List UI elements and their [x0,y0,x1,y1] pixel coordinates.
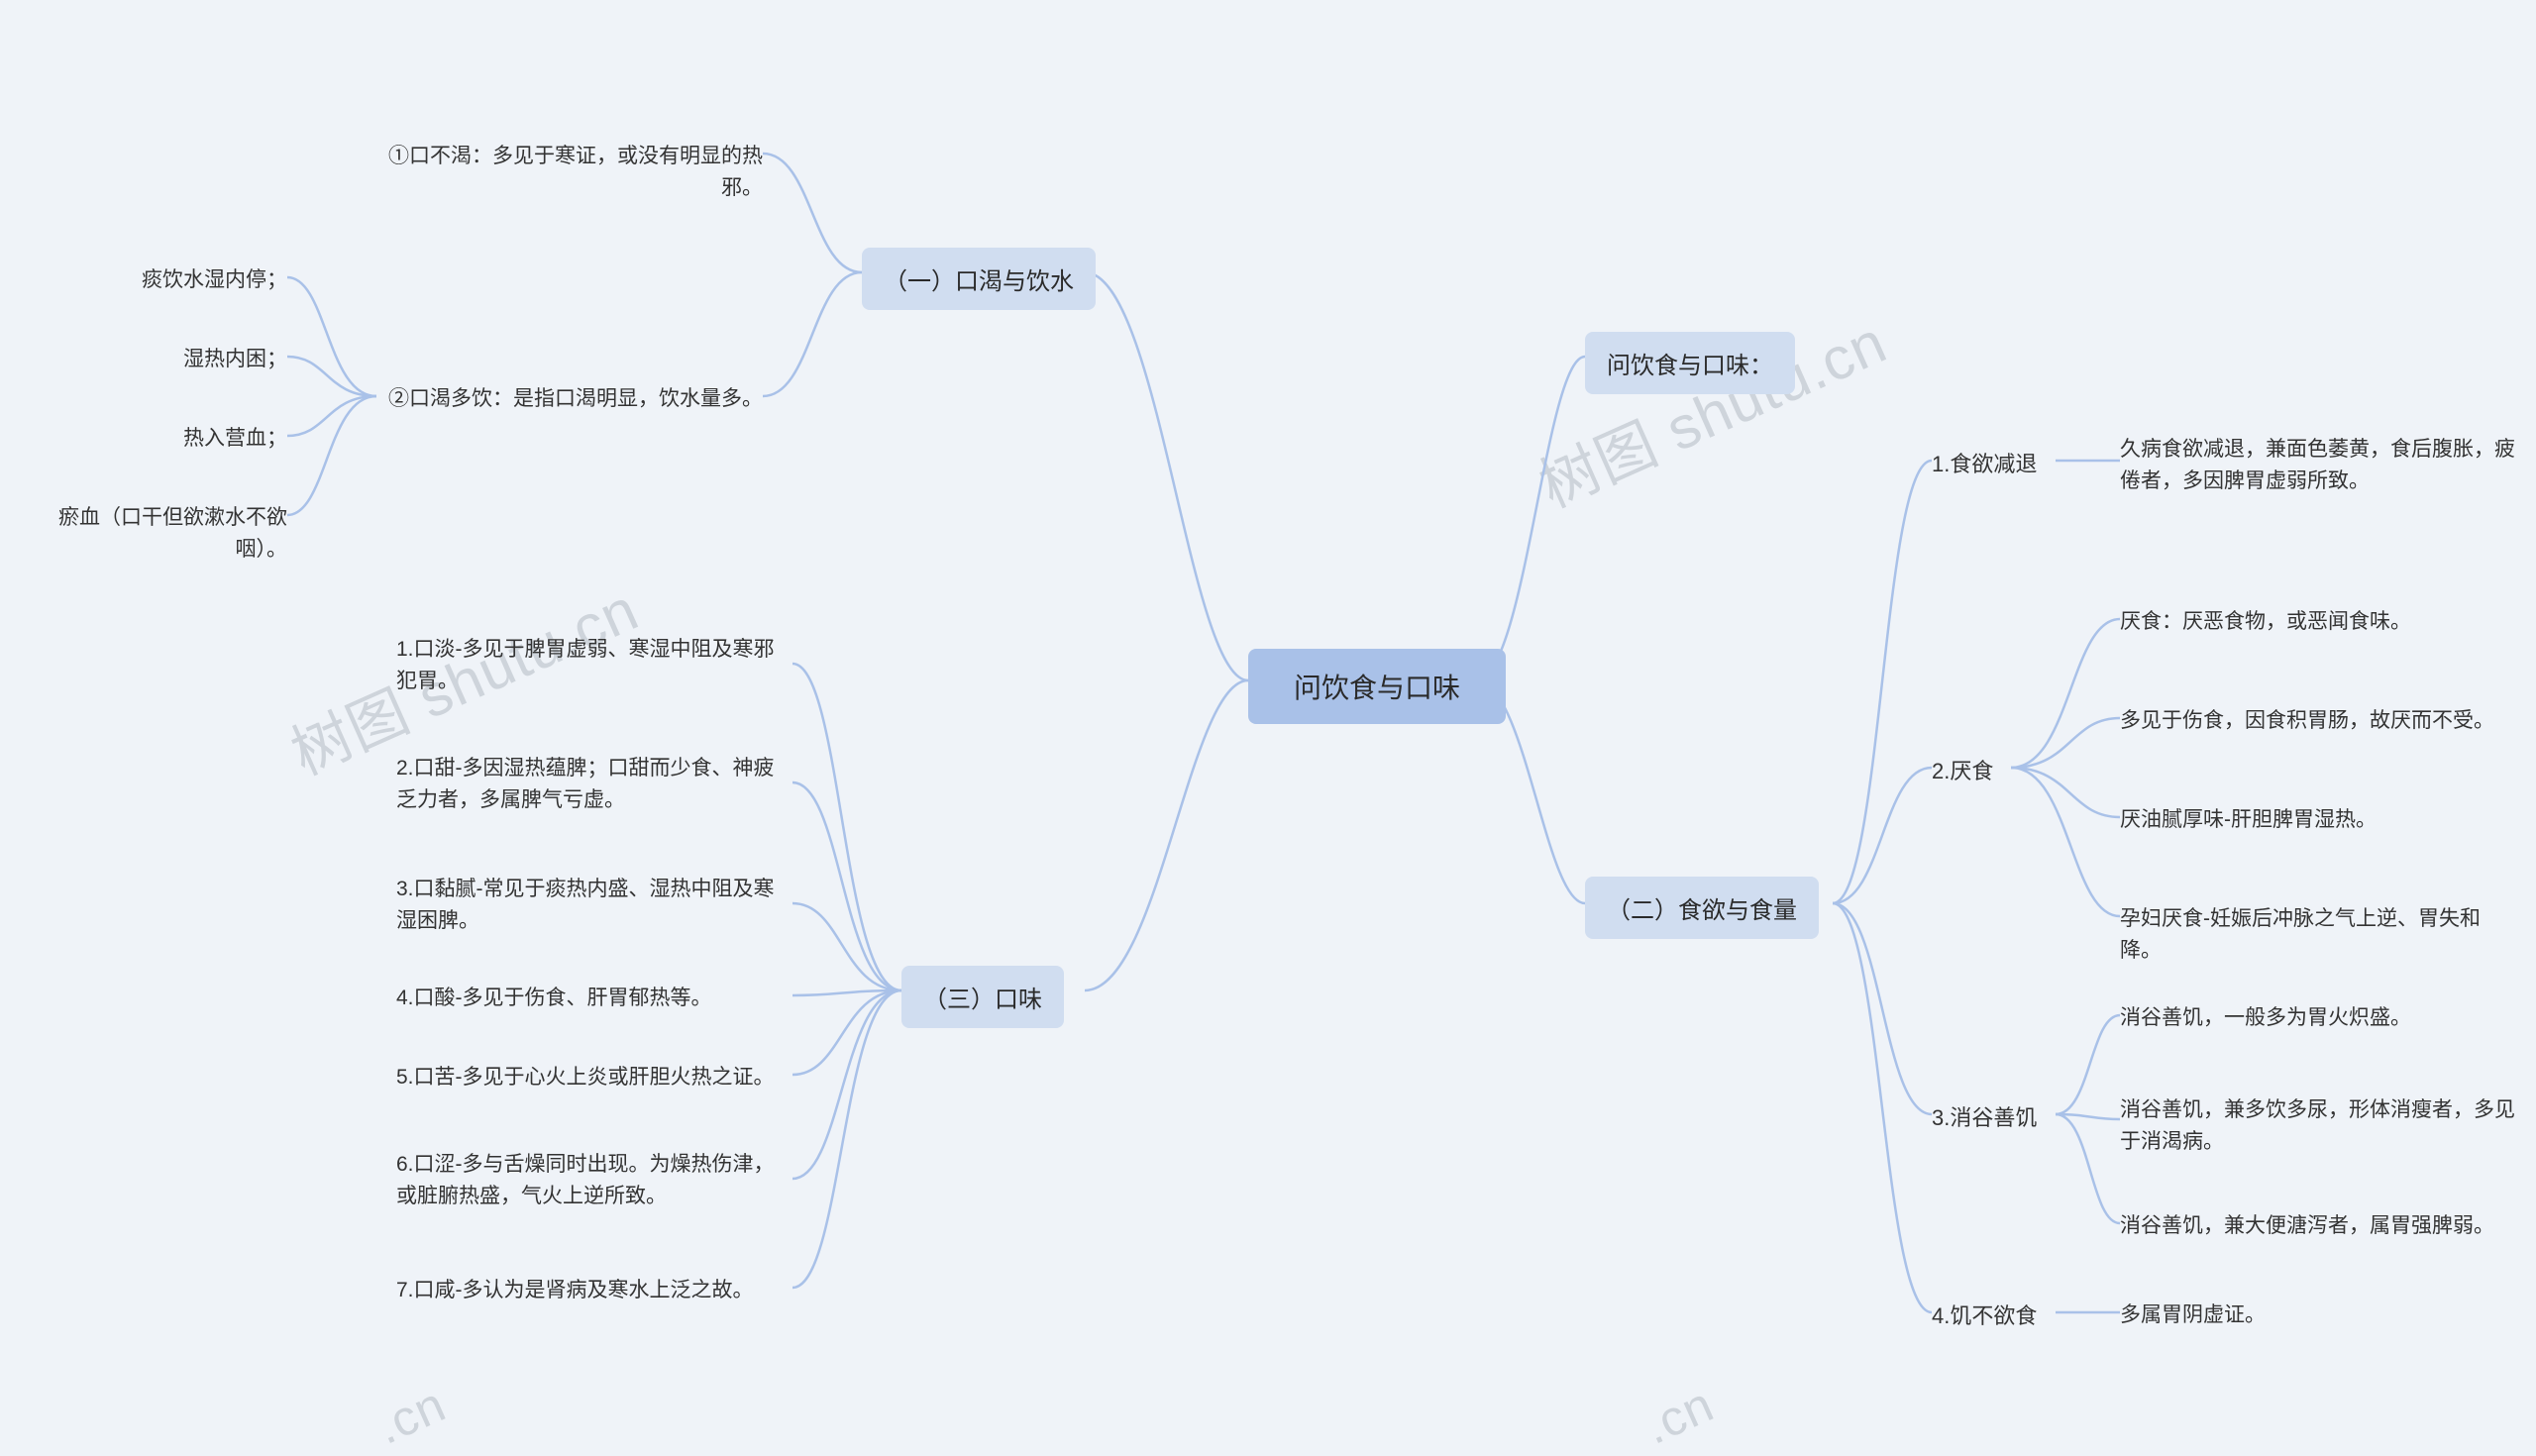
item-3-c1: 消谷善饥，一般多为胃火炽盛。 [2120,1002,2411,1034]
item-3-c2: 消谷善饥，兼多饮多尿，形体消瘦者，多见于消渴病。 [2120,1094,2516,1157]
root-node[interactable]: 问饮食与口味 [1248,649,1506,724]
s1-b-c3: 热入营血； [99,423,287,455]
section1-title[interactable]: （一）口渴与饮水 [862,248,1096,310]
s3-t4: 4.口酸-多见于伤食、肝胃郁热等。 [396,983,792,1014]
item-2-label: 2.厌食 [1932,755,1993,787]
s1-b-c4: 瘀血（口干但欲漱水不欲咽）。 [30,502,287,565]
item-4-desc: 多属胃阴虚证。 [2120,1300,2266,1331]
s1-item-a: ①口不渴：多见于寒证，或没有明显的热邪。 [376,141,763,203]
item-4-label: 4.饥不欲食 [1932,1300,2037,1332]
item-3-label: 3.消谷善饥 [1932,1101,2037,1134]
item-2-c3: 厌油腻厚味-肝胆脾胃湿热。 [2120,804,2377,836]
item-2-c1: 厌食：厌恶食物，或恶闻食味。 [2120,606,2411,638]
s1-b-c2: 湿热内困； [99,344,287,375]
s3-t7: 7.口咸-多认为是肾病及寒水上泛之故。 [396,1275,792,1306]
item-2-c4: 孕妇厌食-妊娠后冲脉之气上逆、胃失和降。 [2120,903,2516,966]
s3-t3: 3.口黏腻-常见于痰热内盛、湿热中阻及寒湿困脾。 [396,874,792,936]
item-3-c3: 消谷善饥，兼大便溏泻者，属胃强脾弱。 [2120,1210,2494,1242]
section2-title[interactable]: （二）食欲与食量 [1585,877,1819,939]
s1-item-b: ②口渴多饮：是指口渴明显，饮水量多。 [376,383,763,415]
s3-t5: 5.口苦-多见于心火上炎或肝胆火热之证。 [396,1062,792,1093]
item-1-desc: 久病食欲减退，兼面色萎黄，食后腹胀，疲倦者，多因脾胃虚弱所致。 [2120,434,2516,496]
section3-title[interactable]: （三）口味 [901,966,1064,1028]
item-2-c2: 多见于伤食，因食积胃肠，故厌而不受。 [2120,705,2494,737]
item-1-label: 1.食欲减退 [1932,448,2037,480]
s3-t2: 2.口甜-多因湿热蕴脾；口甜而少食、神疲乏力者，多属脾气亏虚。 [396,753,792,815]
s1-b-c1: 痰饮水湿内停； [99,264,287,296]
s3-t1: 1.口淡-多见于脾胃虚弱、寒湿中阻及寒邪犯胃。 [396,634,792,696]
s3-t6: 6.口涩-多与舌燥同时出现。为燥热伤津，或脏腑热盛，气火上逆所致。 [396,1149,792,1211]
right-header[interactable]: 问饮食与口味： [1585,332,1795,394]
